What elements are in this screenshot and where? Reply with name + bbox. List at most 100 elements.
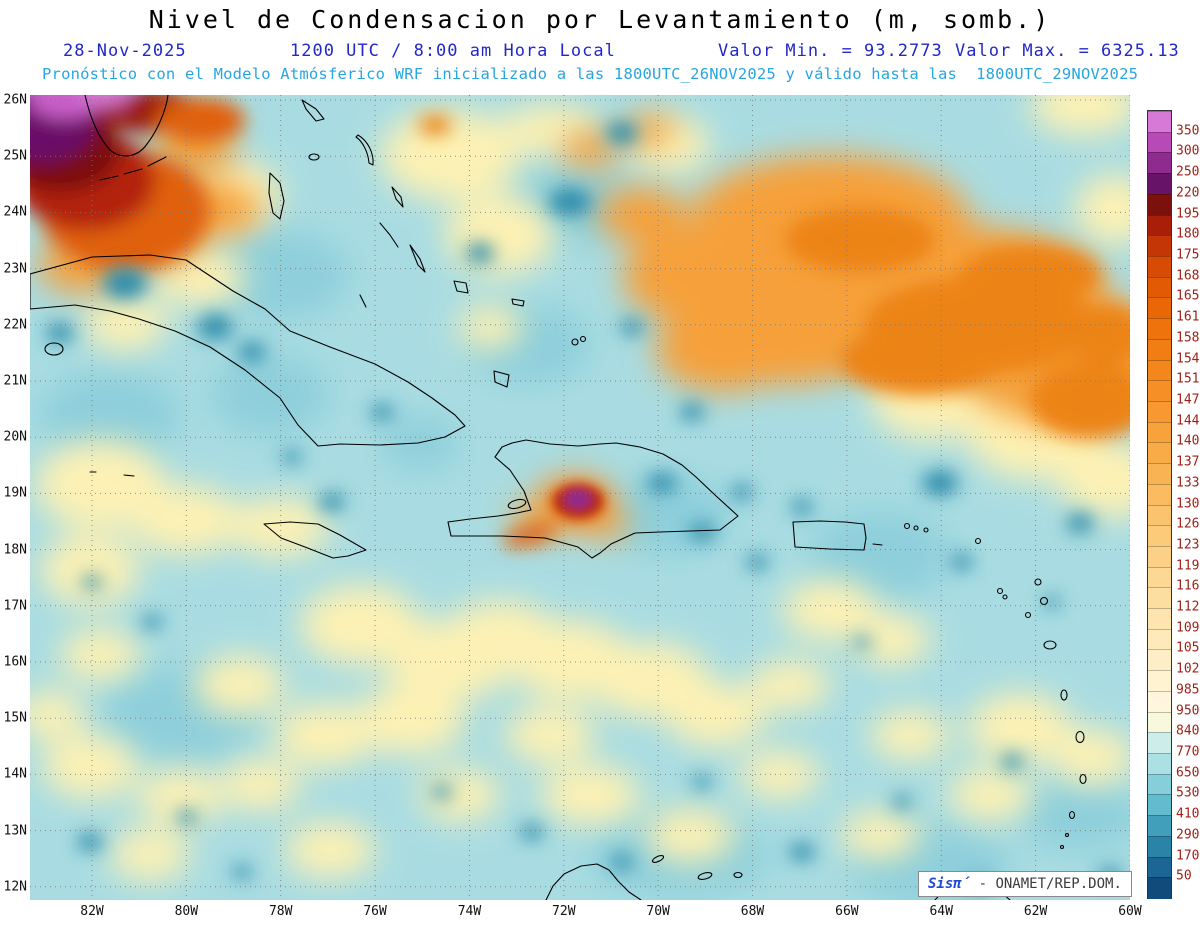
colorbar-segment [1148, 463, 1171, 485]
lat-label: 14N [3, 766, 27, 782]
lat-label: 21N [3, 373, 27, 389]
colorbar-segment [1148, 173, 1171, 195]
lat-label: 26N [3, 92, 27, 108]
colorbar-segment [1148, 111, 1171, 133]
lon-label: 68W [740, 904, 765, 919]
subtitle-min-value: Valor Min. = 93.2773 [718, 41, 943, 61]
colorbar-segment [1148, 359, 1171, 381]
colorbar-label: 1800 [1176, 226, 1200, 242]
forecast-line: Pronóstico con el Modelo Atmósferico WRF… [42, 65, 1139, 83]
lat-label: 20N [3, 429, 27, 445]
lcl-contour-map [30, 95, 1130, 900]
lon-label: 72W [552, 904, 576, 919]
sispi-logo: Sisπ́ [928, 876, 971, 892]
colorbar-segment [1148, 421, 1171, 443]
colorbar-segment [1148, 773, 1171, 796]
lon-label: 78W [268, 904, 293, 919]
lon-label: 74W [457, 904, 482, 919]
colorbar-label: 1090 [1176, 620, 1200, 636]
colorbar-segment [1148, 504, 1171, 526]
colorbar-label: 3000 [1176, 143, 1200, 159]
subtitle-time: 1200 UTC / 8:00 am Hora Local [290, 41, 616, 61]
colorbar-segment [1148, 566, 1171, 588]
colorbar-segment [1148, 877, 1171, 899]
colorbar-segment [1148, 400, 1171, 423]
colorbar-segment [1148, 442, 1171, 464]
colorbar-segment [1148, 193, 1171, 216]
field-hispaniola-maximum [554, 485, 602, 517]
colorbar-label: 1160 [1176, 578, 1200, 594]
lat-label: 25N [3, 148, 27, 164]
subtitle-date: 28-Nov-2025 [63, 41, 187, 61]
colorbar-label: 1335 [1176, 475, 1200, 491]
colorbar-label: 50 [1176, 868, 1192, 884]
field-yellow-blobs [30, 95, 1130, 881]
colorbar-segment [1148, 338, 1171, 361]
colorbar-label: 530 [1176, 785, 1200, 801]
colorbar-label: 1195 [1176, 558, 1200, 574]
weather-map [30, 95, 1130, 900]
lon-label: 82W [80, 904, 104, 919]
lon-label: 64W [929, 904, 953, 919]
colorbar-label: 2500 [1176, 164, 1200, 180]
page-title: Nivel de Condensacion por Levantamiento … [148, 5, 1052, 34]
colorbar-label: 1685 [1176, 268, 1200, 284]
lat-label: 22N [3, 317, 27, 333]
colorbar-label: 290 [1176, 827, 1200, 843]
subtitle-max-value: Valor Max. = 6325.13 [955, 41, 1180, 61]
colorbar-label: 1230 [1176, 537, 1200, 553]
colorbar-label: 1440 [1176, 413, 1200, 429]
lat-label: 12N [3, 879, 27, 895]
colorbar-label: 770 [1176, 744, 1200, 760]
colorbar-segment [1148, 711, 1171, 733]
colorbar-label: 1545 [1176, 351, 1200, 367]
lon-label: 66W [835, 904, 859, 919]
colorbar-segment [1148, 214, 1171, 236]
lat-label: 23N [3, 261, 27, 277]
colorbar-label: 1300 [1176, 496, 1200, 511]
colorbar-label: 1510 [1176, 371, 1200, 387]
lon-label: 80W [174, 904, 199, 919]
colorbar [1147, 110, 1172, 899]
colorbar-segment [1148, 794, 1171, 816]
lat-label: 16N [3, 654, 27, 670]
colorbar-segment [1148, 545, 1171, 568]
lat-label: 15N [3, 710, 27, 726]
colorbar-segment [1148, 690, 1171, 713]
colorbar-label: 1020 [1176, 661, 1200, 677]
colorbar-label: 410 [1176, 806, 1200, 822]
colorbar-label: 985 [1176, 682, 1200, 698]
colorbar-label: 1475 [1176, 392, 1200, 408]
colorbar-label: 1125 [1176, 599, 1200, 615]
colorbar-label: 840 [1176, 723, 1200, 739]
colorbar-segment [1148, 835, 1171, 858]
lat-label: 19N [3, 485, 27, 501]
colorbar-segment [1148, 525, 1171, 547]
lat-label: 13N [3, 823, 27, 839]
colorbar-label: 1265 [1176, 516, 1200, 532]
colorbar-segment [1148, 131, 1171, 153]
lat-label: 24N [3, 204, 27, 220]
colorbar-label: 1405 [1176, 433, 1200, 449]
colorbar-segment [1148, 753, 1171, 775]
colorbar-segment [1148, 608, 1171, 630]
colorbar-segment [1148, 235, 1171, 257]
colorbar-label: 170 [1176, 848, 1200, 864]
colorbar-segment [1148, 152, 1171, 174]
colorbar-label: 950 [1176, 703, 1200, 719]
watermark: Sisπ́ - ONAMET/REP.DOM. [918, 871, 1132, 897]
colorbar-segment [1148, 628, 1171, 651]
colorbar-label: 3500 [1176, 123, 1200, 139]
lon-label: 60W [1118, 904, 1142, 919]
colorbar-label: 650 [1176, 765, 1200, 781]
lat-label: 18N [3, 542, 27, 558]
gridlines [30, 95, 1130, 900]
colorbar-label: 1055 [1176, 640, 1200, 656]
colorbar-label: 2200 [1176, 185, 1200, 201]
colorbar-segment [1148, 318, 1171, 340]
colorbar-label: 1580 [1176, 330, 1200, 346]
colorbar-label: 1370 [1176, 454, 1200, 470]
colorbar-segment [1148, 255, 1171, 278]
field-corner-maximum [30, 95, 245, 270]
colorbar-segment [1148, 670, 1171, 692]
